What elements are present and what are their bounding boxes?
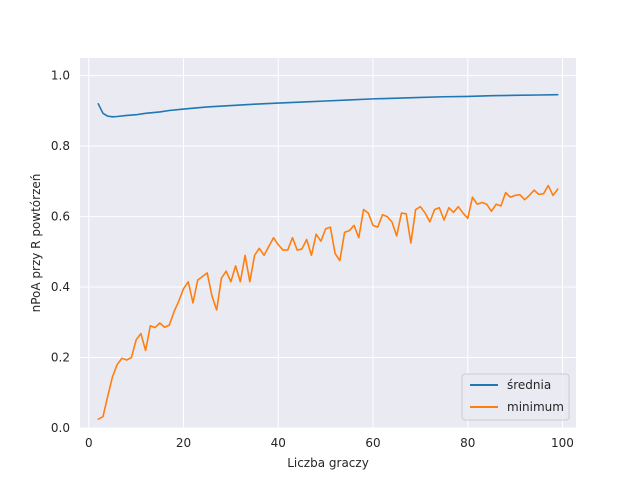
y-tick-label: 0.4 bbox=[51, 280, 70, 294]
legend-label-srednia: średnia bbox=[507, 378, 551, 392]
y-tick-label: 0.6 bbox=[51, 210, 70, 224]
x-tick-label: 20 bbox=[176, 436, 191, 450]
grid-lines bbox=[80, 58, 576, 429]
y-tick-label: 0.2 bbox=[51, 351, 70, 365]
series-line-minimum bbox=[97, 184, 559, 420]
series-line-srednia bbox=[97, 93, 559, 118]
x-tick-label: 0 bbox=[85, 436, 93, 450]
y-tick-label: 1.0 bbox=[51, 69, 70, 83]
x-tick-label: 100 bbox=[551, 436, 574, 450]
y-axis-label: nPoA przy R powtórzeń bbox=[29, 174, 43, 313]
x-tick-label: 80 bbox=[460, 436, 475, 450]
x-tick-label: 60 bbox=[365, 436, 380, 450]
legend: średnia minimum bbox=[461, 373, 570, 421]
x-axis-label: Liczba graczy bbox=[287, 456, 369, 470]
series-lines bbox=[97, 93, 559, 420]
x-tick-label: 40 bbox=[271, 436, 286, 450]
y-tick-label: 0.0 bbox=[51, 421, 70, 435]
y-tick-label: 0.8 bbox=[51, 139, 70, 153]
plot-area bbox=[80, 58, 576, 428]
legend-label-minimum: minimum bbox=[507, 400, 564, 414]
tick-labels: 0 20 40 60 80 100 0.0 0.2 0.4 0.6 0.8 1.0 bbox=[51, 69, 574, 450]
